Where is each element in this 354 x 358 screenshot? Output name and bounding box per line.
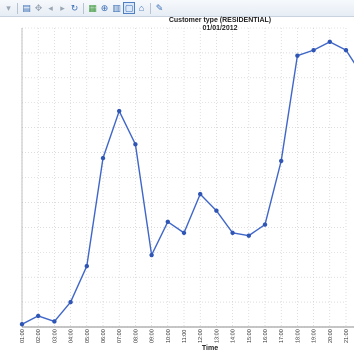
data-point[interactable] — [84, 263, 90, 269]
x-tick-label: 12:00 — [198, 329, 204, 343]
data-point[interactable] — [133, 142, 138, 147]
data-point[interactable] — [295, 53, 300, 58]
refresh-icon[interactable]: ↻ — [70, 2, 79, 13]
x-tick-label: 21:00 — [344, 329, 350, 343]
chart-subtitle: 01/01/2012 — [202, 25, 238, 32]
toolbar-separator — [17, 2, 18, 14]
data-point[interactable] — [165, 219, 170, 224]
data-point[interactable] — [214, 208, 219, 213]
x-tick-label: 05:00 — [85, 329, 91, 343]
data-point[interactable] — [52, 319, 57, 324]
x-tick-label: 07:00 — [117, 329, 123, 343]
x-tick-labels: 01:00 02:00 03:00 04:00 05:00 06:00 07:00 08:00… — [20, 329, 350, 343]
data-point[interactable] — [198, 191, 203, 197]
table-icon[interactable]: ▥ — [112, 2, 121, 13]
data-point[interactable] — [230, 230, 235, 236]
x-tick-label: 08:00 — [133, 329, 139, 343]
x-tick-label: 15:00 — [247, 329, 253, 343]
data-point[interactable] — [117, 108, 122, 114]
x-tick-label: 10:00 — [166, 329, 172, 343]
x-tick-label: 11:00 — [182, 330, 188, 343]
x-axis-label: Time — [201, 345, 219, 352]
x-tick-label: 17:00 — [279, 329, 285, 343]
x-tick-label: 01:00 — [20, 329, 26, 343]
lock-icon[interactable]: ⌂ — [138, 2, 145, 13]
zoom-icon[interactable]: ⊕ — [100, 2, 109, 13]
data-point[interactable] — [181, 230, 187, 236]
chart-title: Customer type (RESIDENTIAL) 01/01/2012 — [150, 17, 290, 33]
forward-icon[interactable]: ▸ — [60, 2, 65, 13]
chart-toolbar: ▾ ▤ ✥ ◂ ▸ ↻ ▦ ⊕ ▥ ▢ ⌂ ✎ — [0, 0, 354, 17]
toolbar-separator — [83, 2, 84, 14]
toolbar-separator — [150, 2, 151, 14]
x-tick-label: 18:00 — [295, 329, 301, 343]
data-point[interactable] — [246, 233, 251, 238]
x-tick-label: 19:00 — [312, 329, 318, 343]
x-tick-label: 04:00 — [69, 329, 75, 343]
x-tick-label: 14:00 — [231, 329, 237, 343]
pan-icon[interactable]: ✥ — [34, 2, 43, 13]
data-point[interactable] — [327, 39, 332, 45]
data-point[interactable] — [149, 252, 154, 258]
data-point[interactable] — [36, 313, 41, 319]
dropdown-arrow-icon[interactable]: ▾ — [6, 2, 11, 13]
x-tick-label: 06:00 — [101, 329, 107, 343]
x-tick-label: 20:00 — [328, 329, 334, 343]
x-tick-label: 03:00 — [52, 329, 58, 343]
data-point[interactable] — [19, 322, 25, 327]
data-point[interactable] — [262, 222, 268, 227]
back-icon[interactable]: ◂ — [48, 2, 53, 13]
x-tick-label: 13:00 — [214, 329, 220, 343]
grid — [21, 27, 347, 328]
data-point[interactable] — [279, 158, 284, 164]
x-tick-label: 16:00 — [263, 329, 269, 343]
series-line — [21, 41, 354, 325]
layers-icon[interactable]: ▤ — [22, 2, 31, 13]
data-point[interactable] — [311, 47, 316, 53]
x-tick-label: 09:00 — [150, 329, 156, 343]
data-point[interactable] — [100, 155, 106, 161]
x-tick-label: 02:00 — [36, 329, 42, 343]
data-point[interactable] — [68, 299, 73, 305]
chart-type-icon[interactable]: ▦ — [88, 2, 97, 13]
data-point[interactable] — [343, 47, 349, 53]
window-icon[interactable]: ▢ — [123, 2, 135, 14]
edit-icon[interactable]: ✎ — [155, 2, 164, 13]
chart-title-text: Customer type (RESIDENTIAL) — [168, 17, 272, 24]
